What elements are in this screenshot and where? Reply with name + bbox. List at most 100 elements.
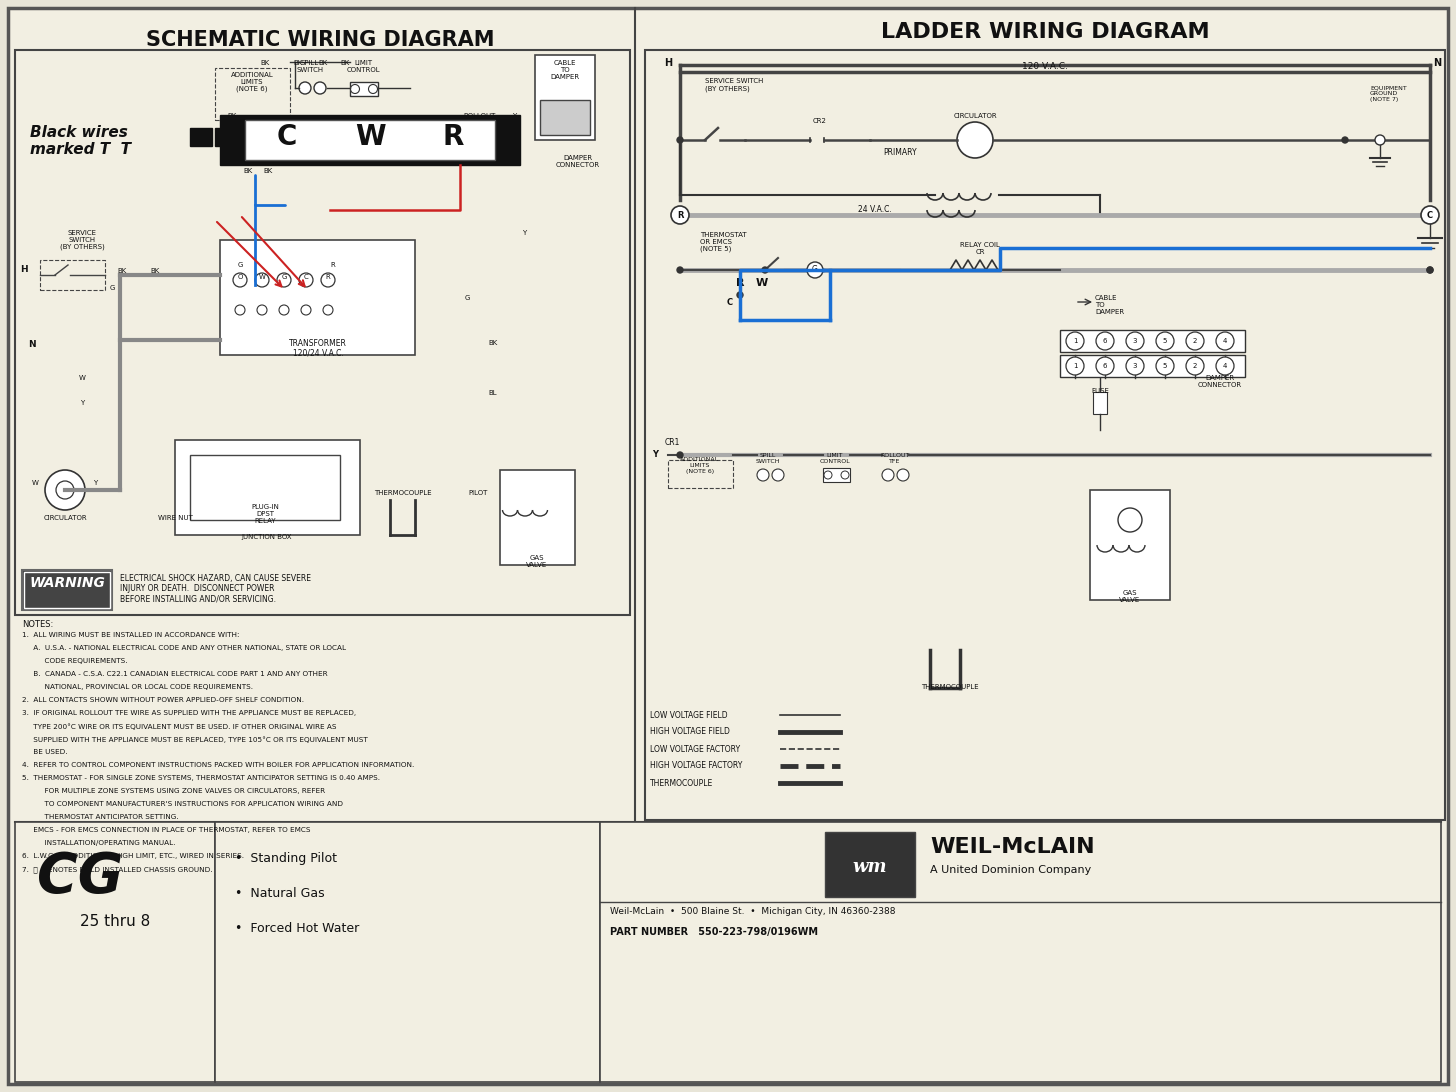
Text: C: C xyxy=(1427,211,1433,219)
Text: BK: BK xyxy=(319,60,328,66)
Bar xyxy=(645,50,1444,820)
Circle shape xyxy=(1374,135,1385,145)
Text: LIMIT
CONTROL: LIMIT CONTROL xyxy=(820,453,850,464)
Text: •  Forced Hot Water: • Forced Hot Water xyxy=(234,922,360,935)
Circle shape xyxy=(368,84,377,94)
Text: Black wires
marked T  T: Black wires marked T T xyxy=(31,124,131,157)
Text: PLUG-IN
DPST
RELAY: PLUG-IN DPST RELAY xyxy=(250,505,280,524)
Text: ADDITIONAL
LIMITS
(NOTE 6): ADDITIONAL LIMITS (NOTE 6) xyxy=(680,456,719,474)
Text: 3: 3 xyxy=(1133,339,1137,344)
Circle shape xyxy=(234,305,245,314)
Circle shape xyxy=(761,268,767,273)
Text: PRIMARY: PRIMARY xyxy=(884,149,917,157)
Bar xyxy=(534,55,596,140)
Text: FOR MULTIPLE ZONE SYSTEMS USING ZONE VALVES OR CIRCULATORS, REFER: FOR MULTIPLE ZONE SYSTEMS USING ZONE VAL… xyxy=(22,788,325,794)
Text: Weil-McLain  •  500 Blaine St.  •  Michigan City, IN 46360-2388: Weil-McLain • 500 Blaine St. • Michigan … xyxy=(610,907,895,916)
Circle shape xyxy=(258,305,266,314)
Text: SPILL
SWITCH: SPILL SWITCH xyxy=(756,453,780,464)
Circle shape xyxy=(1096,332,1114,351)
Text: G: G xyxy=(237,262,243,268)
Text: INSTALLATION/OPERATING MANUAL.: INSTALLATION/OPERATING MANUAL. xyxy=(22,840,175,846)
Circle shape xyxy=(1066,357,1085,375)
Circle shape xyxy=(1427,268,1433,273)
Text: Y: Y xyxy=(80,400,84,406)
Circle shape xyxy=(1096,357,1114,375)
Bar xyxy=(22,570,112,610)
Circle shape xyxy=(301,305,312,314)
Circle shape xyxy=(298,273,313,287)
Text: ELECTRICAL SHOCK HAZARD, CAN CAUSE SEVERE
INJURY OR DEATH.  DISCONNECT POWER
BEF: ELECTRICAL SHOCK HAZARD, CAN CAUSE SEVER… xyxy=(119,574,312,604)
Circle shape xyxy=(1066,332,1085,351)
Text: R: R xyxy=(677,211,683,219)
Bar xyxy=(215,822,600,1082)
Text: G: G xyxy=(109,285,115,290)
Text: LIMIT
CONTROL: LIMIT CONTROL xyxy=(347,60,380,73)
Bar xyxy=(175,440,360,535)
Circle shape xyxy=(314,82,326,94)
Text: THERMOCOUPLE: THERMOCOUPLE xyxy=(649,779,713,787)
Circle shape xyxy=(1125,332,1144,351)
Circle shape xyxy=(55,480,74,499)
Text: BK: BK xyxy=(118,268,127,274)
Text: CG: CG xyxy=(36,850,124,904)
Bar xyxy=(23,572,111,608)
Text: NATIONAL, PROVINCIAL OR LOCAL CODE REQUIREMENTS.: NATIONAL, PROVINCIAL OR LOCAL CODE REQUI… xyxy=(22,684,253,690)
Text: CABLE
TO
DAMPER: CABLE TO DAMPER xyxy=(1095,295,1124,314)
Circle shape xyxy=(677,136,683,143)
Text: W: W xyxy=(355,123,386,151)
Circle shape xyxy=(737,292,743,298)
Text: BK: BK xyxy=(243,168,253,174)
Text: H: H xyxy=(20,265,28,274)
Circle shape xyxy=(897,468,909,480)
Circle shape xyxy=(677,452,683,458)
Text: CR2: CR2 xyxy=(812,118,827,124)
Circle shape xyxy=(320,273,335,287)
Text: GAS
VALVE: GAS VALVE xyxy=(1120,590,1140,603)
Circle shape xyxy=(280,305,288,314)
Text: G: G xyxy=(812,265,818,274)
Text: WEIL-McLAIN: WEIL-McLAIN xyxy=(930,836,1095,857)
Text: 2: 2 xyxy=(1192,363,1197,369)
Text: THERMOSTAT
OR EMCS
(NOTE 5): THERMOSTAT OR EMCS (NOTE 5) xyxy=(700,232,747,252)
Text: B.  CANADA - C.S.A. C22.1 CANADIAN ELECTRICAL CODE PART 1 AND ANY OTHER: B. CANADA - C.S.A. C22.1 CANADIAN ELECTR… xyxy=(22,670,328,677)
Text: R: R xyxy=(735,278,744,288)
Bar xyxy=(215,68,290,120)
Text: SERVICE
SWITCH
(BY OTHERS): SERVICE SWITCH (BY OTHERS) xyxy=(60,230,105,250)
Text: LOW VOLTAGE FACTORY: LOW VOLTAGE FACTORY xyxy=(649,745,740,753)
Circle shape xyxy=(842,471,849,479)
Text: SCHEMATIC WIRING DIAGRAM: SCHEMATIC WIRING DIAGRAM xyxy=(146,29,494,50)
Text: 5: 5 xyxy=(1163,339,1168,344)
Circle shape xyxy=(1156,332,1174,351)
Text: JUNCTION BOX: JUNCTION BOX xyxy=(242,534,293,541)
Text: W: W xyxy=(259,274,265,280)
Text: O: O xyxy=(237,274,243,280)
Text: CIRCULATOR: CIRCULATOR xyxy=(954,112,997,119)
Circle shape xyxy=(671,206,689,224)
Text: LOW VOLTAGE FIELD: LOW VOLTAGE FIELD xyxy=(649,711,728,720)
Text: Y: Y xyxy=(652,450,658,459)
Bar xyxy=(499,470,575,565)
Text: THERMOCOUPLE: THERMOCOUPLE xyxy=(922,684,978,690)
Circle shape xyxy=(233,273,248,287)
Text: C: C xyxy=(304,274,309,280)
Text: Y: Y xyxy=(523,230,526,236)
Bar xyxy=(823,468,850,482)
Text: BK: BK xyxy=(488,340,498,346)
Text: 6: 6 xyxy=(1102,339,1107,344)
Bar xyxy=(826,832,914,897)
Text: CABLE
TO
DAMPER: CABLE TO DAMPER xyxy=(550,60,579,80)
Bar xyxy=(668,460,732,488)
Text: W: W xyxy=(79,375,86,381)
Text: THERMOCOUPLE: THERMOCOUPLE xyxy=(374,490,432,496)
Text: 5.  THERMOSTAT - FOR SINGLE ZONE SYSTEMS, THERMOSTAT ANTICIPATOR SETTING IS 0.40: 5. THERMOSTAT - FOR SINGLE ZONE SYSTEMS,… xyxy=(22,775,380,781)
Circle shape xyxy=(1216,357,1235,375)
Text: Y: Y xyxy=(513,112,517,119)
Circle shape xyxy=(882,468,894,480)
Bar xyxy=(189,128,213,146)
Circle shape xyxy=(1427,268,1433,273)
Text: FUSE: FUSE xyxy=(1091,388,1109,394)
Text: EQUIPMENT
GROUND
(NOTE 7): EQUIPMENT GROUND (NOTE 7) xyxy=(1370,85,1406,102)
Text: BK: BK xyxy=(150,268,160,274)
Text: WARNING: WARNING xyxy=(29,575,105,590)
Text: •  Standing Pilot: • Standing Pilot xyxy=(234,852,336,865)
